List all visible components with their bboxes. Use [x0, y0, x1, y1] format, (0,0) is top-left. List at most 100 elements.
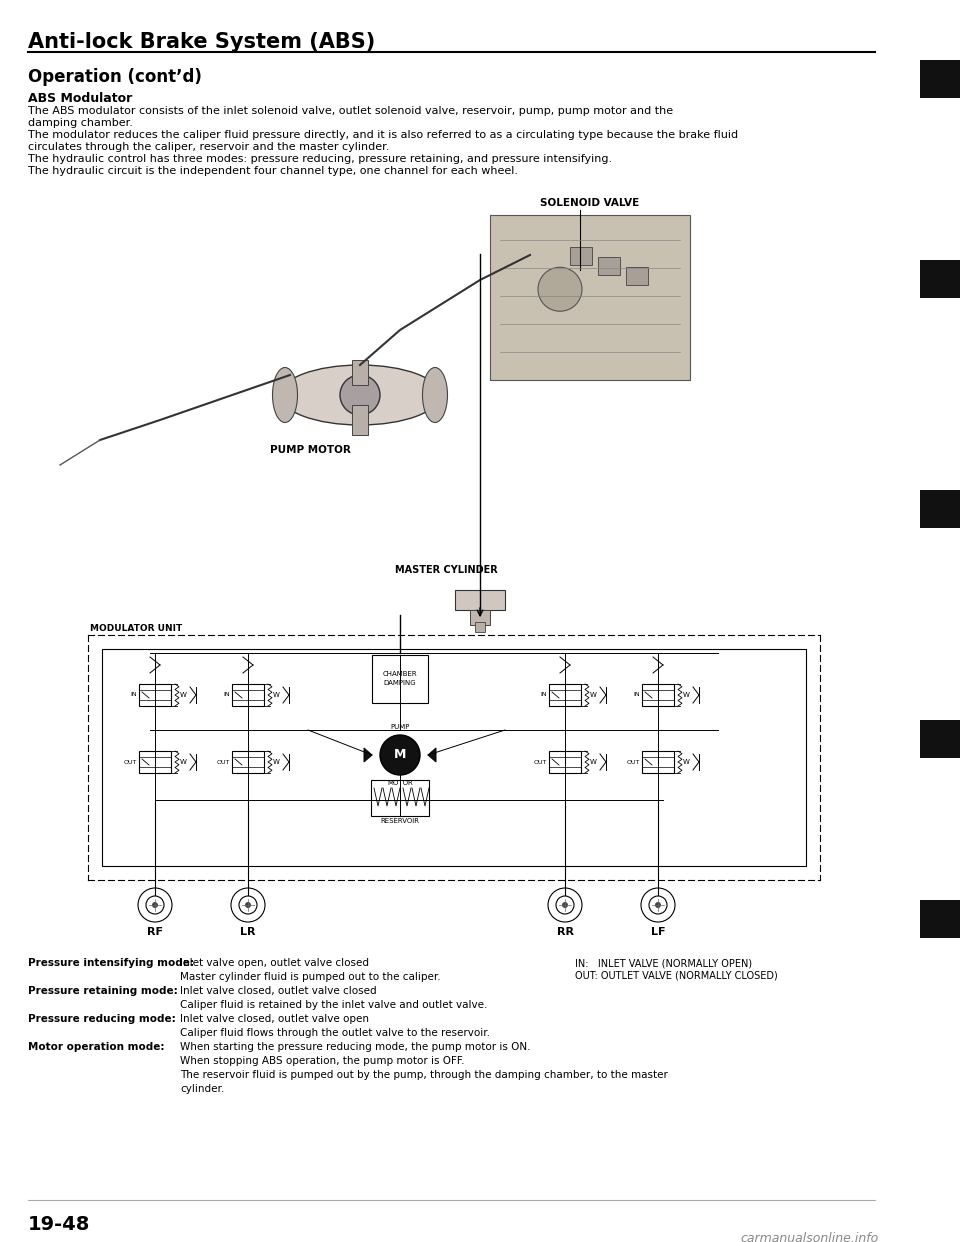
Text: damping chamber.: damping chamber. [28, 118, 132, 128]
Text: OUT: OUT [124, 760, 137, 765]
Text: Inlet valve open, outlet valve closed: Inlet valve open, outlet valve closed [180, 958, 369, 968]
Text: ABS Modulator: ABS Modulator [28, 92, 132, 106]
Circle shape [538, 267, 582, 312]
Polygon shape [364, 748, 372, 763]
Circle shape [548, 888, 582, 922]
Bar [232, 684, 264, 705]
Text: 19-48: 19-48 [28, 1215, 90, 1235]
Bar [139, 684, 171, 705]
Bar [920, 900, 960, 938]
Text: W: W [180, 759, 186, 765]
Text: Pressure retaining mode:: Pressure retaining mode: [28, 986, 178, 996]
Bar [352, 405, 368, 435]
Bar [139, 751, 171, 773]
Text: W: W [180, 692, 186, 698]
Bar [920, 491, 960, 528]
Text: W: W [273, 692, 279, 698]
Text: W: W [273, 759, 279, 765]
Circle shape [562, 902, 568, 908]
Circle shape [138, 888, 172, 922]
Text: MASTER CYLINDER: MASTER CYLINDER [395, 565, 497, 575]
Circle shape [649, 895, 667, 914]
Bar [371, 780, 429, 816]
Text: OUT: OUTLET VALVE (NORMALLY CLOSED): OUT: OUTLET VALVE (NORMALLY CLOSED) [575, 971, 778, 981]
Polygon shape [428, 748, 436, 763]
Bar [626, 267, 648, 284]
Text: W: W [683, 692, 689, 698]
Text: Pressure intensifying mode:: Pressure intensifying mode: [28, 958, 194, 968]
Bar [232, 751, 264, 773]
Text: RESERVOIR: RESERVOIR [380, 818, 420, 823]
Circle shape [231, 888, 265, 922]
Text: MOTOR: MOTOR [387, 780, 413, 786]
Text: PUMP: PUMP [391, 724, 410, 730]
Bar [455, 590, 505, 610]
Text: Pressure reducing mode:: Pressure reducing mode: [28, 1013, 176, 1023]
Text: W: W [589, 759, 596, 765]
Text: M: M [394, 749, 406, 761]
Bar [102, 650, 806, 866]
Text: Master cylinder fluid is pumped out to the caliper.: Master cylinder fluid is pumped out to t… [180, 972, 441, 982]
Circle shape [146, 895, 164, 914]
Text: LR: LR [240, 927, 255, 936]
Text: IN: IN [131, 693, 137, 698]
Text: The modulator reduces the caliper fluid pressure directly, and it is also referr: The modulator reduces the caliper fluid … [28, 130, 738, 140]
Text: PUMP MOTOR: PUMP MOTOR [270, 445, 350, 455]
Text: Motor operation mode:: Motor operation mode: [28, 1042, 164, 1052]
Text: circulates through the caliper, reservoir and the master cylinder.: circulates through the caliper, reservoi… [28, 142, 390, 152]
Text: IN: IN [634, 693, 640, 698]
Bar [470, 610, 490, 625]
Bar [570, 247, 592, 265]
Text: IN: IN [224, 693, 230, 698]
Text: Anti-lock Brake System (ABS): Anti-lock Brake System (ABS) [28, 32, 375, 52]
Text: When stopping ABS operation, the pump motor is OFF.: When stopping ABS operation, the pump mo… [180, 1056, 465, 1066]
Ellipse shape [280, 365, 440, 425]
Ellipse shape [422, 368, 447, 422]
Bar [642, 684, 674, 705]
Text: W: W [589, 692, 596, 698]
Text: LF: LF [651, 927, 665, 936]
Text: Inlet valve closed, outlet valve closed: Inlet valve closed, outlet valve closed [180, 986, 376, 996]
Text: The hydraulic circuit is the independent four channel type, one channel for each: The hydraulic circuit is the independent… [28, 166, 518, 176]
Text: carmanualsonline.info: carmanualsonline.info [740, 1232, 878, 1242]
Text: Caliper fluid is retained by the inlet valve and outlet valve.: Caliper fluid is retained by the inlet v… [180, 1000, 488, 1010]
Text: Inlet valve closed, outlet valve open: Inlet valve closed, outlet valve open [180, 1013, 369, 1023]
Bar [549, 684, 581, 705]
Text: The hydraulic control has three modes: pressure reducing, pressure retaining, an: The hydraulic control has three modes: p… [28, 154, 612, 164]
Text: Caliper fluid flows through the outlet valve to the reservoir.: Caliper fluid flows through the outlet v… [180, 1028, 490, 1038]
Bar [549, 751, 581, 773]
Bar [372, 655, 428, 703]
Text: The reservoir fluid is pumped out by the pump, through the damping chamber, to t: The reservoir fluid is pumped out by the… [180, 1071, 668, 1081]
Text: OUT: OUT [627, 760, 640, 765]
Circle shape [152, 902, 158, 908]
Text: W: W [683, 759, 689, 765]
Circle shape [655, 902, 661, 908]
Text: SOLENOID VALVE: SOLENOID VALVE [540, 197, 639, 207]
Text: RF: RF [147, 927, 163, 936]
Ellipse shape [273, 368, 298, 422]
Circle shape [245, 902, 251, 908]
Bar [920, 60, 960, 98]
Text: DAMPING: DAMPING [384, 681, 417, 686]
Text: The ABS modulator consists of the inlet solenoid valve, outlet solenoid valve, r: The ABS modulator consists of the inlet … [28, 106, 673, 116]
Bar [475, 622, 485, 632]
Bar [920, 260, 960, 298]
Text: IN:   INLET VALVE (NORMALLY OPEN): IN: INLET VALVE (NORMALLY OPEN) [575, 958, 752, 968]
Bar [352, 360, 368, 385]
Circle shape [239, 895, 257, 914]
Text: OUT: OUT [534, 760, 547, 765]
Text: cylinder.: cylinder. [180, 1084, 225, 1094]
Text: IN: IN [540, 693, 547, 698]
Circle shape [340, 375, 380, 415]
Bar [598, 257, 620, 274]
Text: When starting the pressure reducing mode, the pump motor is ON.: When starting the pressure reducing mode… [180, 1042, 531, 1052]
Bar [490, 215, 690, 380]
Text: MODULATOR UNIT: MODULATOR UNIT [90, 623, 182, 633]
Text: OUT: OUT [217, 760, 230, 765]
Circle shape [556, 895, 574, 914]
Text: CHAMBER: CHAMBER [383, 671, 418, 677]
Bar [920, 720, 960, 758]
Bar [642, 751, 674, 773]
Circle shape [380, 735, 420, 775]
Circle shape [641, 888, 675, 922]
